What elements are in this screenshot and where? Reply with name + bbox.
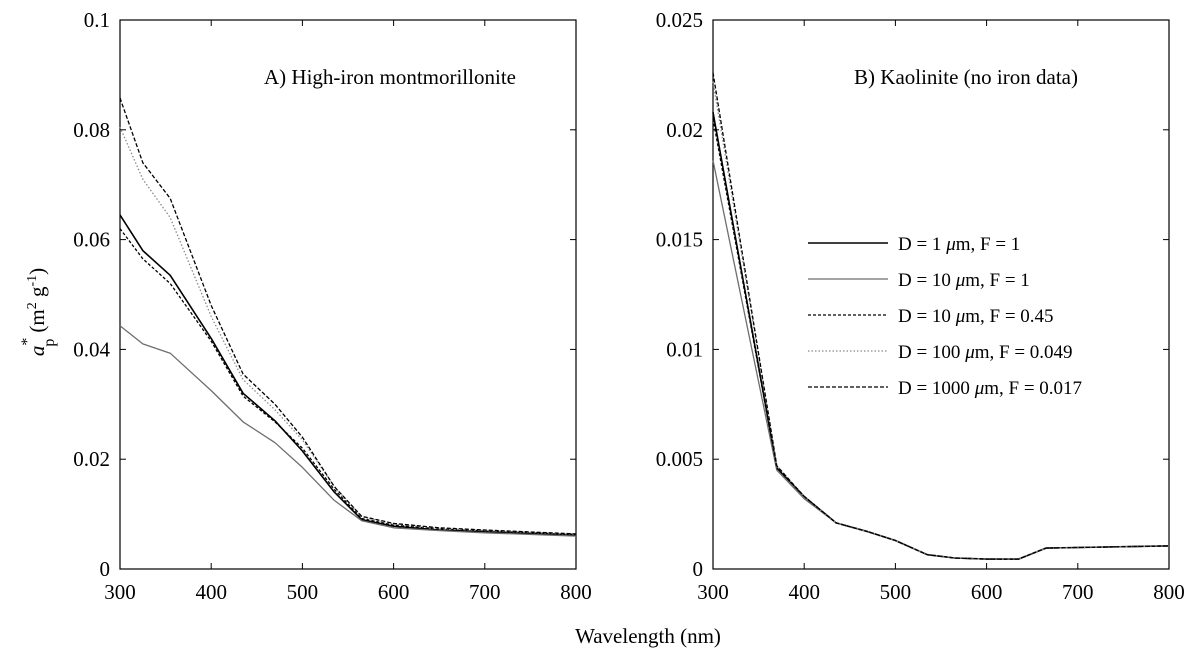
x-tick-label: 700 — [1062, 580, 1094, 604]
panel-title: B) Kaolinite (no iron data) — [854, 65, 1078, 89]
series-line — [712, 118, 1170, 560]
y-tick-label: 0.005 — [656, 447, 703, 471]
y-tick-label: 0.015 — [656, 228, 703, 252]
x-tick-label: 700 — [469, 580, 501, 604]
series-line — [712, 112, 1170, 560]
y-tick-label: 0.04 — [73, 337, 110, 361]
y-axis-unit-exp2: -1 — [25, 275, 40, 287]
svg-text:a*p(m2 g-1): a* p (m2 g-1) — [19, 268, 58, 356]
x-tick-label: 500 — [287, 580, 319, 604]
legend-entry-label: D = 100 μm, F = 0.049 — [898, 342, 1073, 363]
x-tick-label: 400 — [788, 580, 820, 604]
y-tick-label: 0.025 — [656, 8, 703, 32]
legend-entry-label: D = 1000 μm, F = 0.017 — [898, 378, 1082, 399]
series-line — [119, 214, 577, 536]
series-line — [119, 97, 577, 535]
y-axis-unit-mid: g — [25, 286, 49, 302]
y-tick-label: 0 — [100, 557, 111, 581]
series-line — [119, 325, 577, 537]
plot-area-frame — [119, 19, 577, 570]
x-tick-label: 400 — [195, 580, 227, 604]
legend: D = 1 μm, F = 1 D = 10 μm, F = 1 D = 10 μm… — [808, 234, 1082, 399]
panel-b-kaolinite: 300 400 500 600 700 800 0 0.005 0.01 0.015 0.02 0.0… — [656, 8, 1185, 604]
y-axis-superscript: * — [19, 338, 36, 346]
series-line — [119, 228, 577, 536]
y-axis-unit-open: (m — [25, 309, 49, 332]
x-tick-label: 600 — [971, 580, 1003, 604]
y-tick-label: 0.02 — [73, 447, 110, 471]
y-axis-subscript: p — [41, 339, 58, 347]
x-tick-label: 800 — [1153, 580, 1185, 604]
x-tick-label: 300 — [697, 580, 729, 604]
legend-entry-label: D = 10 μm, F = 1 — [898, 270, 1030, 291]
y-tick-label: 0.1 — [84, 8, 110, 32]
y-axis-symbol: a — [25, 346, 49, 357]
legend-entry-label: D = 10 μm, F = 0.45 — [898, 306, 1054, 327]
panel-a-montmorillonite: 300 400 500 600 700 800 0 0.02 0.04 0.06 0.08 0.1 A)… — [73, 8, 592, 604]
x-tick-label: 800 — [560, 580, 592, 604]
series-line — [712, 72, 1170, 560]
x-tick-label: 600 — [378, 580, 410, 604]
y-axis-title: a* p (m2 g-1) — [19, 268, 58, 356]
y-axis-unit-exp1: 2 — [25, 302, 40, 309]
legend-entry-label: D = 1 μm, F = 1 — [898, 234, 1020, 255]
series-line — [119, 126, 577, 536]
x-axis-title: Wavelength (nm) — [575, 624, 721, 648]
x-tick-label: 500 — [880, 580, 912, 604]
x-tick-label: 300 — [104, 580, 136, 604]
y-tick-label: 0.06 — [73, 228, 110, 252]
panel-title: A) High-iron montmorillonite — [264, 65, 516, 89]
plot-area-frame — [712, 19, 1170, 570]
y-axis-unit-close: ) — [25, 268, 49, 275]
y-tick-label: 0.01 — [666, 337, 703, 361]
y-tick-label: 0.08 — [73, 118, 110, 142]
y-tick-label: 0.02 — [666, 118, 703, 142]
y-tick-label: 0 — [693, 557, 704, 581]
